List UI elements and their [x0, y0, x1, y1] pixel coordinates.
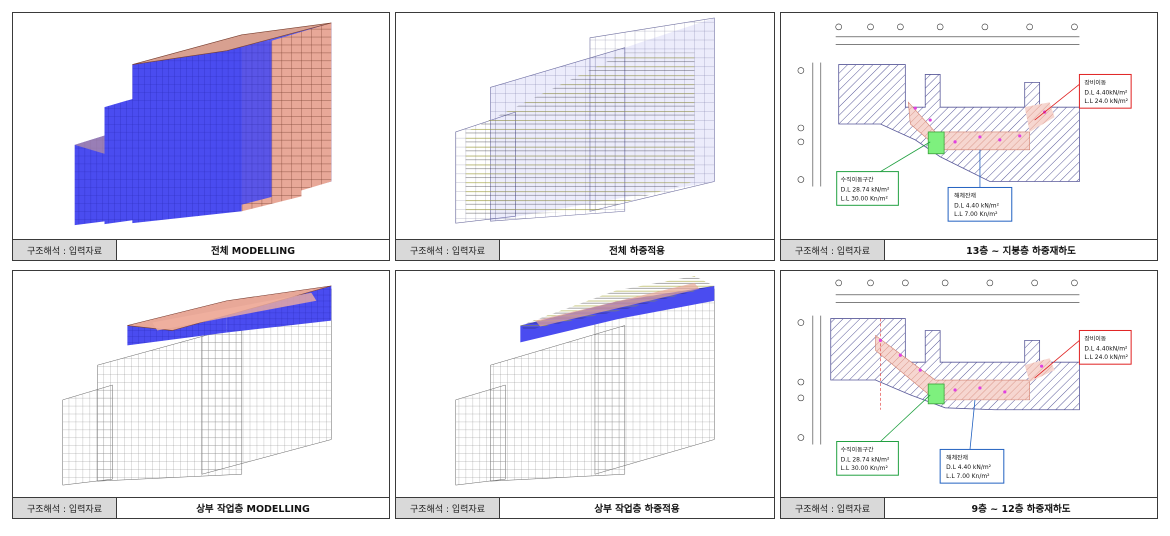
upper-load-image: [396, 271, 774, 498]
full-model-image: [13, 13, 389, 240]
plan-9f-12f-image: 장비이동 D.L 4.40kN/m² L.L 24.0 kN/m² 수직이동구간…: [781, 271, 1157, 498]
panel-plan-9f-12f: 장비이동 D.L 4.40kN/m² L.L 24.0 kN/m² 수직이동구간…: [780, 270, 1158, 519]
caption: 구조해석 : 입력자료 상부 작업층 MODELLING: [13, 497, 389, 518]
callout-demolition-title: 해체잔재: [946, 453, 968, 461]
caption-tag: 구조해석 : 입력자료: [396, 240, 500, 260]
caption: 구조해석 : 입력자료 13층 ~ 지붕층 하중재하도: [781, 239, 1157, 260]
callout-vertical-dl: D.L 28.74 kN/m²: [841, 186, 890, 193]
caption-title: 전체 MODELLING: [210, 246, 296, 257]
caption-tag: 구조해석 : 입력자료: [13, 240, 117, 260]
caption-title: 전체 하중적용: [609, 246, 665, 257]
callout-vertical-ll: L.L 30.00 Kn/m²: [841, 465, 888, 472]
callout-demolition-ll: L.L 7.00 Kn/m²: [946, 473, 989, 480]
panel-upper-modelling: 구조해석 : 입력자료 상부 작업층 MODELLING: [12, 270, 390, 519]
caption-tag: 구조해석 : 입력자료: [13, 498, 117, 518]
panel-full-modelling: 구조해석 : 입력자료 전체 MODELLING: [12, 12, 390, 261]
caption-tag: 구조해석 : 입력자료: [396, 498, 500, 518]
caption-title: 상부 작업층 MODELLING: [196, 504, 310, 515]
caption-title: 13층 ~ 지붕층 하중재하도: [966, 246, 1076, 257]
upper-model-image: [13, 271, 389, 498]
callout-vertical-title: 수직이동구간: [841, 445, 874, 453]
full-load-image: [396, 13, 774, 240]
callout-vertical-dl: D.L 28.74 kN/m²: [841, 456, 890, 463]
callout-demolition-title: 해체잔재: [954, 191, 976, 199]
panel-full-load: 구조해석 : 입력자료 전체 하중적용: [395, 12, 775, 261]
callout-demolition-ll: L.L 7.00 Kn/m²: [954, 211, 997, 218]
caption: 구조해석 : 입력자료 상부 작업층 하중적용: [396, 497, 774, 518]
callout-demolition-dl: D.L 4.40 kN/m²: [954, 202, 999, 209]
caption-tag: 구조해석 : 입력자료: [781, 498, 885, 518]
callout-vertical-ll: L.L 30.00 Kn/m²: [841, 195, 888, 202]
caption-title: 상부 작업층 하중적용: [594, 504, 680, 515]
callout-equipment-ll: L.L 24.0 kN/m²: [1084, 354, 1128, 361]
plan-13f-roof-image: 장비이동 D.L 4.40kN/m² L.L 24.0 kN/m² 수직이동구간…: [781, 13, 1157, 240]
caption: 구조해석 : 입력자료 전체 MODELLING: [13, 239, 389, 260]
caption: 구조해석 : 입력자료 전체 하중적용: [396, 239, 774, 260]
caption-title: 9층 ~ 12층 하중재하도: [971, 504, 1071, 515]
callout-equipment-title: 장비이동: [1084, 78, 1106, 86]
callout-vertical-title: 수직이동구간: [841, 176, 874, 184]
callout-equipment-dl: D.L 4.40kN/m²: [1084, 345, 1127, 352]
caption-tag: 구조해석 : 입력자료: [781, 240, 885, 260]
panel-plan-13f-roof: 장비이동 D.L 4.40kN/m² L.L 24.0 kN/m² 수직이동구간…: [780, 12, 1158, 261]
callout-equipment-ll: L.L 24.0 kN/m²: [1084, 98, 1128, 105]
callout-equipment-title: 장비이동: [1084, 334, 1106, 342]
panel-upper-load: 구조해석 : 입력자료 상부 작업층 하중적용: [395, 270, 775, 519]
caption: 구조해석 : 입력자료 9층 ~ 12층 하중재하도: [781, 497, 1157, 518]
callout-demolition-dl: D.L 4.40 kN/m²: [946, 464, 991, 471]
callout-equipment-dl: D.L 4.40kN/m²: [1084, 89, 1127, 96]
